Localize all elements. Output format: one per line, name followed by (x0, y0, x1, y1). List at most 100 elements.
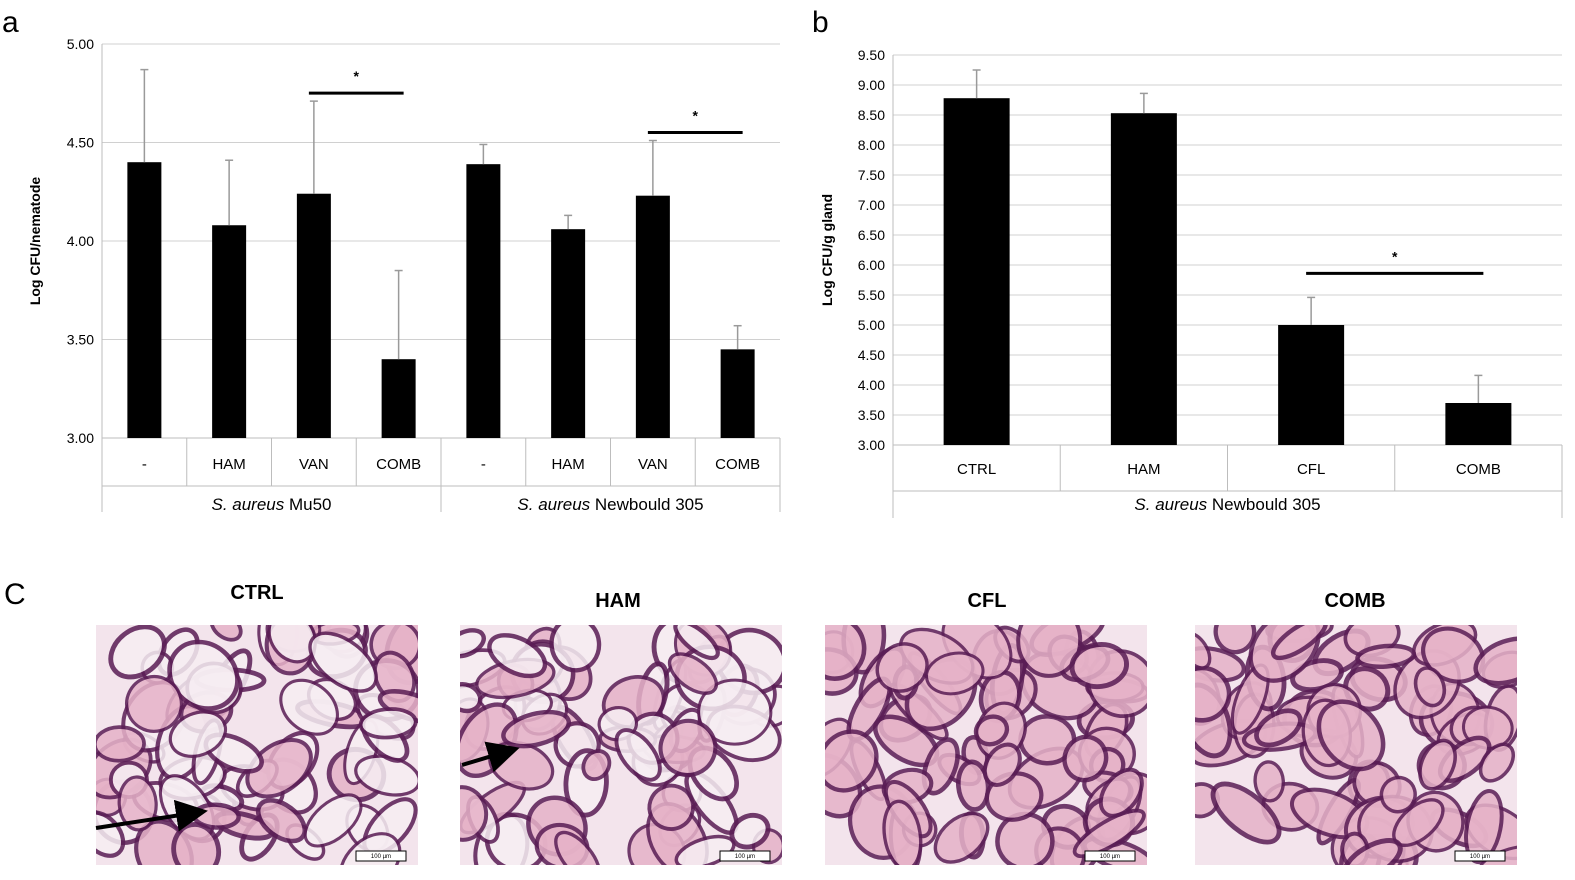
histology-cfl-alveolus (924, 651, 985, 696)
histology-ham-alveolus (674, 834, 736, 865)
histology-ctrl-image (96, 625, 418, 865)
histology-comb-alveolus (1418, 738, 1457, 791)
chart-1-ytick-label: 3.50 (858, 407, 885, 423)
chart-b-ylabel: Log CFU/g gland (819, 194, 835, 306)
histology-cfl-alveolus (955, 759, 991, 812)
histology-comb-alveolus (1413, 666, 1447, 708)
histology-title-ctrl: CTRL (230, 582, 283, 604)
histology-ham-scale-bar (719, 850, 771, 862)
panel-label-a: a (2, 6, 19, 39)
histology-cfl-alveolus (973, 714, 1010, 747)
histology-ctrl-alveolus (96, 810, 126, 858)
histology-comb-alveolus (1473, 636, 1517, 686)
histology-cfl-scale-bar (1084, 850, 1136, 862)
histology-ctrl-alveolus (303, 793, 363, 848)
chart-1-ytick-label: 6.50 (858, 227, 885, 243)
histology-ctrl-alveolus (279, 678, 339, 736)
histology-cfl-alveolus (882, 799, 923, 865)
chart-0-category-label: COMB (715, 456, 760, 473)
histology-ctrl-scale-label: 100 µm (371, 854, 391, 860)
chart-0-significance-star: * (693, 108, 699, 124)
chart-1-category-label: COMB (1456, 461, 1501, 478)
chart-0-category-label: HAM (551, 456, 584, 473)
chart-1-significance-star: * (1392, 248, 1398, 264)
histology-comb-image (1195, 625, 1517, 865)
chart-0-group-label: S. aureus Newbould 305 (517, 495, 703, 514)
histology-comb-alveolus (1379, 775, 1417, 814)
chart-1-group-label: S. aureus Newbould 305 (1134, 495, 1320, 514)
histology-comb-alveolus (1355, 643, 1417, 670)
histology-ctrl-alveolus (267, 625, 317, 664)
histology-ctrl-alveolus (108, 625, 167, 680)
chart-0-ytick-label: 4.00 (67, 233, 94, 249)
histology-ctrl-alveolus (117, 775, 158, 832)
histology-comb-scale-label: 100 µm (1470, 854, 1490, 860)
chart-0-bar (635, 195, 670, 438)
chart-0-ytick-label: 3.00 (67, 430, 94, 446)
histology-comb-alveolus (1270, 625, 1328, 661)
histology-ham-alveolus (667, 652, 719, 695)
histology-cfl-alveolus (875, 642, 929, 693)
chart-a-ylabel: Log CFU/nematode (27, 177, 43, 306)
histology-cfl-image (825, 625, 1147, 865)
histology-cfl-alveolus (982, 742, 1022, 787)
histology-ham-alveolus (554, 830, 602, 865)
histology-comb-alveolus (1254, 708, 1303, 748)
histology-ham-alveolus (581, 749, 612, 782)
chart-0-category-label: VAN (638, 456, 668, 473)
chart-0-bar (212, 225, 247, 438)
chart-1-bar (1278, 325, 1345, 445)
histology-ctrl-alveolus (308, 631, 378, 693)
histology-ctrl-alveolus (191, 802, 241, 830)
histology-ham-alveolus (487, 633, 548, 679)
chart-1-group-prefix: S. aureus (1134, 495, 1207, 514)
histology-title-cfl: CFL (968, 590, 1007, 612)
histology-ham-image (460, 625, 782, 865)
histology-row: CTRL HAM CFL COMB 100 µm 100 µm 100 µm 100 … (95, 582, 1517, 865)
chart-0-significance-star: * (354, 68, 360, 84)
histology-ctrl-arrow (95, 799, 208, 832)
chart-1-ytick-label: 9.50 (858, 47, 885, 63)
histology-comb-alveolus (1195, 631, 1212, 670)
chart-a: Log CFU/nematode 3.00 3.50 4.00 4.50 5.00 - HA… (27, 36, 781, 514)
chart-0-bar (466, 164, 501, 439)
histology-ham-alveolus (549, 625, 602, 673)
histology-ctrl-alveolus (255, 798, 308, 844)
histology-cfl-alveolus (825, 729, 879, 793)
histology-comb-alveolus (1316, 699, 1386, 772)
chart-0-bar (127, 162, 162, 438)
histology-ham-alveolus (460, 682, 483, 714)
chart-1-ytick-label: 9.00 (858, 77, 885, 93)
chart-0-bar (720, 349, 755, 438)
chart-0-bar (296, 193, 331, 438)
histology-ctrl-alveolus (209, 625, 243, 642)
chart-0-group-prefix: S. aureus (517, 495, 590, 514)
chart-0-category-label: VAN (299, 456, 329, 473)
chart-1-ytick-label: 6.00 (858, 257, 885, 273)
histology-cfl-alveolus (1069, 642, 1130, 690)
chart-0-group-label: S. aureus Mu50 (211, 495, 331, 514)
histology-ctrl-alveolus (245, 738, 313, 799)
histology-title-ham: HAM (595, 590, 641, 612)
histology-ham-alveolus (614, 728, 662, 782)
chart-1-ytick-label: 4.50 (858, 347, 885, 363)
histology-ctrl-alveolus (358, 707, 418, 740)
chart-1-ytick-label: 8.50 (858, 107, 885, 123)
chart-0-ytick-label: 5.00 (67, 36, 94, 52)
chart-1-group-name: Newbould 305 (1207, 495, 1320, 514)
chart-1-ytick-label: 7.00 (858, 197, 885, 213)
histology-ham-alveolus (460, 785, 489, 842)
histology-comb-alveolus (1210, 781, 1282, 845)
histology-ham-alveolus (460, 628, 486, 659)
panel-label-b: b (812, 6, 829, 39)
chart-0-category-label: HAM (212, 456, 245, 473)
histology-comb-alveolus (1478, 742, 1516, 783)
chart-0-ytick-label: 4.50 (67, 135, 94, 151)
chart-1-ytick-label: 7.50 (858, 167, 885, 183)
chart-b: Log CFU/g gland 3.00 3.50 4.00 4.50 5.00 5.50… (819, 47, 1563, 518)
histology-ctrl-alveolus (125, 674, 184, 733)
chart-1-category-label: CFL (1297, 461, 1325, 478)
chart-0-category-label: - (481, 456, 486, 473)
